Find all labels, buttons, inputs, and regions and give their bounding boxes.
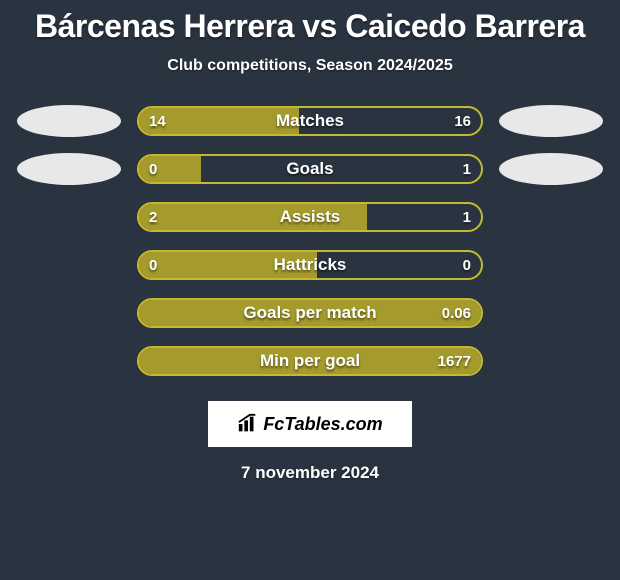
comparison-title: Bárcenas Herrera vs Caicedo Barrera bbox=[0, 8, 620, 45]
player-left-marker bbox=[17, 105, 121, 137]
spacer bbox=[499, 345, 603, 377]
stat-value-right: 16 bbox=[454, 108, 471, 134]
brand-label: FcTables.com bbox=[263, 414, 382, 435]
stat-bar-fill bbox=[139, 252, 317, 278]
stat-bar: 2Assists1 bbox=[137, 202, 483, 232]
brand-badge[interactable]: FcTables.com bbox=[208, 401, 412, 447]
stat-bar: Goals per match0.06 bbox=[137, 298, 483, 328]
spacer bbox=[499, 249, 603, 281]
stats-rows: 14Matches16 0Goals1 2Assists1 0Hattricks0 Go… bbox=[0, 105, 620, 377]
stat-bar-fill bbox=[139, 204, 367, 230]
stat-bar: 14Matches16 bbox=[137, 106, 483, 136]
player-right-marker bbox=[499, 153, 603, 185]
stat-bar: Min per goal1677 bbox=[137, 346, 483, 376]
stat-bar: 0Hattricks0 bbox=[137, 250, 483, 280]
stat-value-left: 14 bbox=[149, 108, 166, 134]
spacer bbox=[17, 201, 121, 233]
player-right-marker bbox=[499, 105, 603, 137]
stat-value-right: 0 bbox=[463, 252, 471, 278]
stat-row: 2Assists1 bbox=[0, 201, 620, 233]
stat-value-right: 1 bbox=[463, 156, 471, 182]
stat-row: 0Goals1 bbox=[0, 153, 620, 185]
spacer bbox=[17, 297, 121, 329]
stat-bar: 0Goals1 bbox=[137, 154, 483, 184]
stat-row: 14Matches16 bbox=[0, 105, 620, 137]
stat-row: Min per goal1677 bbox=[0, 345, 620, 377]
stat-value-right: 0.06 bbox=[442, 300, 471, 326]
stat-value-left: 0 bbox=[149, 252, 157, 278]
stat-row: 0Hattricks0 bbox=[0, 249, 620, 281]
stat-bar-fill bbox=[139, 348, 481, 374]
stat-bar-fill bbox=[139, 300, 481, 326]
stat-value-right: 1 bbox=[463, 204, 471, 230]
comparison-subtitle: Club competitions, Season 2024/2025 bbox=[0, 57, 620, 75]
player-left-marker bbox=[17, 153, 121, 185]
spacer bbox=[499, 201, 603, 233]
stat-value-left: 0 bbox=[149, 156, 157, 182]
stat-value-left: 2 bbox=[149, 204, 157, 230]
stat-row: Goals per match0.06 bbox=[0, 297, 620, 329]
brand-chart-icon bbox=[237, 413, 259, 435]
stat-value-right: 1677 bbox=[438, 348, 471, 374]
comparison-date: 7 november 2024 bbox=[0, 463, 620, 483]
spacer bbox=[17, 345, 121, 377]
spacer bbox=[499, 297, 603, 329]
spacer bbox=[17, 249, 121, 281]
